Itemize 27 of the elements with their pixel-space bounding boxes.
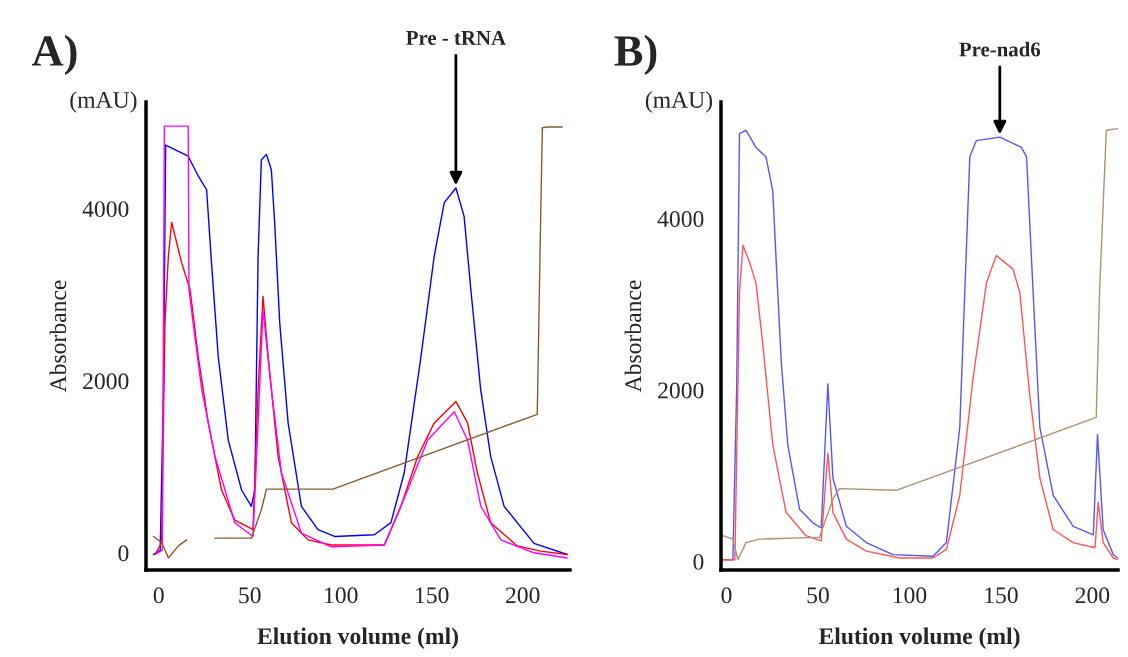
y-axis-title: Absorbance	[624, 280, 642, 393]
y-tick-label: 4000	[82, 201, 129, 218]
x-tick-label: 200	[1075, 587, 1110, 604]
x-tick-label: 50	[807, 587, 829, 604]
annotation: Pre-nad6	[959, 41, 1041, 57]
x-tick-label: 0	[153, 587, 164, 604]
y-tick-label: 0	[118, 545, 129, 562]
x-tick-label: 200	[506, 587, 540, 604]
x-tick-label: 0	[721, 587, 732, 604]
x-tick-label: 150	[416, 587, 449, 604]
y-tick-label: 0	[693, 553, 704, 570]
line-series	[722, 244, 1118, 561]
chart-title: B)	[614, 34, 657, 76]
x-axis-title: Elution volume (ml)	[818, 627, 1020, 649]
y-tick-label: 2000	[83, 373, 129, 390]
annotation: Pre - tRNA	[406, 30, 506, 45]
x-axis-title: Elution volume (ml)	[257, 627, 458, 649]
text: (mAU)	[645, 91, 713, 113]
text: (mAU)	[70, 91, 137, 113]
y-axis-title: Absorbance	[49, 280, 67, 393]
x-tick-label: 50	[239, 587, 261, 604]
x-tick-label: 100	[325, 587, 358, 604]
x-tick-label: 150	[985, 587, 1018, 604]
x-tick-label: 100	[893, 587, 927, 604]
y-tick-label: 2000	[658, 382, 704, 399]
chart-title: A)	[31, 34, 77, 76]
y-tick-label: 4000	[657, 211, 704, 227]
